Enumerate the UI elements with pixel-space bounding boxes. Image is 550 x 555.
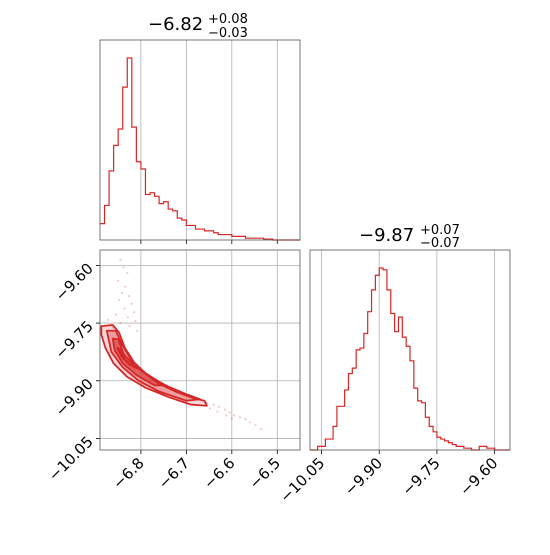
scatter-point: [238, 416, 242, 419]
scatter-point: [225, 414, 228, 417]
x-tick-label: −6.6: [200, 454, 238, 492]
scatter-point: [132, 311, 136, 314]
scatter-point: [119, 258, 122, 261]
title-p1-value: −6.82: [148, 14, 203, 35]
scatter-point: [208, 407, 212, 410]
scatter-point: [130, 302, 133, 305]
scatter-point: [120, 291, 123, 295]
scatter-point: [212, 403, 215, 406]
title-p1: −6.82 +0.08 −0.03: [148, 12, 248, 41]
panel-frame: [99, 39, 301, 241]
scatter-point: [107, 318, 110, 322]
scatter-point: [223, 408, 227, 411]
scatter-point: [123, 307, 126, 310]
title-p2-sub: −0.07: [420, 236, 460, 251]
panel-frame: [309, 249, 511, 451]
scatter-point: [122, 266, 125, 269]
scatter-point: [117, 298, 121, 302]
joint-p1-p2-panel: [96, 249, 301, 454]
scatter-point: [136, 329, 139, 332]
x-tick-label: −6.7: [155, 454, 193, 492]
y-tick-label: −9.60: [52, 259, 97, 304]
scatter-point: [127, 295, 131, 298]
title-p1-sub: −0.03: [208, 26, 248, 41]
scatter-point: [119, 321, 122, 325]
scatter-point: [117, 279, 120, 282]
y-tick-label: −9.90: [52, 375, 97, 420]
x-tick-labels-p1: −6.8 −6.7 −6.6 −6.5: [109, 454, 284, 492]
contour-core: [116, 347, 140, 370]
y-tick-labels-p2: −10.05 −9.90 −9.75 −9.60: [45, 259, 97, 484]
x-tick-label: −6.8: [109, 454, 147, 492]
x-tick-label: −10.05: [276, 454, 328, 506]
scatter-point: [128, 325, 131, 328]
scatter-point: [123, 285, 127, 288]
x-tick-label: −9.75: [399, 454, 444, 499]
scatter-point: [244, 418, 247, 421]
scatter-point: [217, 405, 221, 409]
title-p2-sup: +0.07: [420, 223, 460, 238]
scatter-point: [230, 417, 233, 420]
contour-inner: [111, 337, 167, 387]
x-tick-label: −9.60: [456, 454, 501, 499]
scatter-point: [126, 271, 129, 275]
y-tick-label: −9.75: [52, 317, 97, 362]
panel-frame: [99, 249, 301, 451]
histogram-p1-panel: [99, 39, 301, 244]
scatter-point: [134, 320, 137, 323]
title-p2: −9.87 +0.07 −0.07: [359, 223, 460, 251]
scatter-point: [126, 316, 129, 319]
scatter-point: [216, 410, 219, 413]
scatter-point: [254, 423, 257, 427]
x-tick-label: −6.5: [246, 454, 284, 492]
x-tick-label: −9.90: [341, 454, 386, 499]
histogram-p2-panel: [309, 249, 511, 454]
scatter-point: [248, 421, 252, 424]
scatter-point: [232, 414, 236, 417]
x-tick-labels-p2: −10.05 −9.90 −9.75 −9.60: [276, 454, 501, 506]
scatter-point: [111, 326, 114, 329]
scatter-point: [228, 411, 231, 414]
title-p2-value: −9.87: [359, 225, 414, 246]
y-tick-label: −10.05: [45, 433, 97, 485]
histogram-p2-line: [310, 267, 510, 451]
scatter-point: [260, 427, 263, 430]
title-p1-sup: +0.08: [208, 12, 248, 27]
histogram-p1-line: [100, 57, 300, 241]
scatter-point: [114, 313, 118, 316]
